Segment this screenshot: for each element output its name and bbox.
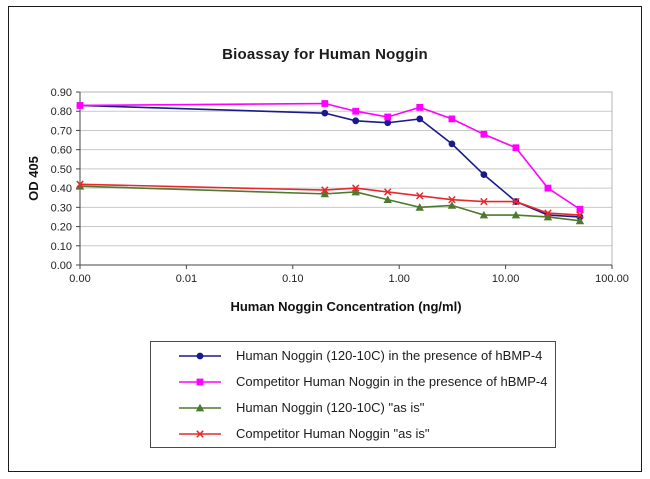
data-point [479,210,489,219]
x-tick-label: 1.00 [388,273,409,285]
data-point [448,195,456,204]
data-point [195,403,205,411]
data-point [416,103,424,111]
series-line [79,104,581,218]
data-point [321,109,329,117]
data-point [448,115,456,123]
x-tick-label: 0.10 [282,273,303,285]
legend-item: Competitor Human Noggin in the presence … [177,372,555,391]
legend-item: Human Noggin (120-10C) in the presence o… [177,346,555,365]
data-point [384,113,392,121]
data-point [448,140,456,148]
data-point [543,212,553,221]
data-point [384,119,392,127]
data-point [511,210,521,219]
series-line [79,185,581,222]
data-point [196,378,204,385]
data-point [383,195,392,204]
data-point [75,181,85,190]
data-point [544,209,552,217]
data-point [351,184,360,192]
legend-marker-series-4 [179,429,221,438]
legend-marker-series-2 [179,378,221,385]
data-point [416,192,424,200]
y-tick-label: 0.20 [51,222,72,234]
y-tick-label: 0.10 [51,241,72,253]
data-point [576,205,584,213]
data-point [480,197,488,206]
legend-label-series-1: Human Noggin (120-10C) in the presence o… [236,348,543,363]
y-tick-label: 0.60 [51,145,72,157]
x-axis-title: Human Noggin Concentration (ng/ml) [230,299,461,314]
legend-item: Competitor Human Noggin "as is" [177,424,555,443]
data-point [196,429,204,438]
series-line [79,183,581,216]
y-tick-label: 0.50 [51,164,72,176]
data-point [512,144,520,152]
y-tick-label: 0.30 [51,202,72,214]
legend-marker-series-1 [179,352,221,359]
y-tick-label: 0.90 [51,87,72,99]
data-point [196,352,204,359]
legend-item: Human Noggin (120-10C) "as is" [177,398,555,417]
legend-label-series-4: Competitor Human Noggin "as is" [236,426,430,441]
plot-area: 0.00 0.10 0.20 0.30 0.40 0.50 0.60 0.70 0.80 0.90… [26,87,629,314]
x-tick-label: 10.00 [492,273,520,285]
data-point [383,188,392,196]
data-point [480,171,488,179]
y-tick-label: 0.40 [51,183,72,195]
data-point [416,115,424,123]
data-point [512,197,520,206]
data-point [544,184,552,192]
data-point [76,102,84,109]
y-tick-label: 0.70 [51,125,72,137]
data-point [415,203,424,211]
data-point [76,180,84,188]
data-point [352,117,360,125]
legend-label-series-2: Competitor Human Noggin in the presence … [236,374,548,389]
data-point [321,100,329,107]
data-point [576,211,584,219]
data-point [321,186,329,194]
series-line [79,102,581,210]
data-point [351,187,360,196]
legend-marker-series-3 [179,403,221,411]
data-point [320,189,330,198]
legend-label-series-3: Human Noggin (120-10C) "as is" [236,400,425,415]
data-point [575,216,585,225]
y-tick-label: 0.00 [51,260,72,272]
x-tick-label: 100.00 [595,273,629,285]
data-point [352,107,360,115]
x-tick-label: 0.01 [176,273,197,285]
y-axis-title: OD 405 [26,156,41,201]
legend-box: Human Noggin (120-10C) in the presence o… [150,341,556,448]
x-tick-label: 0.00 [69,273,90,285]
data-point [480,130,488,138]
data-point [447,201,457,209]
chart-title: Bioassay for Human Noggin [222,46,428,63]
y-tick-label: 0.80 [51,106,72,118]
